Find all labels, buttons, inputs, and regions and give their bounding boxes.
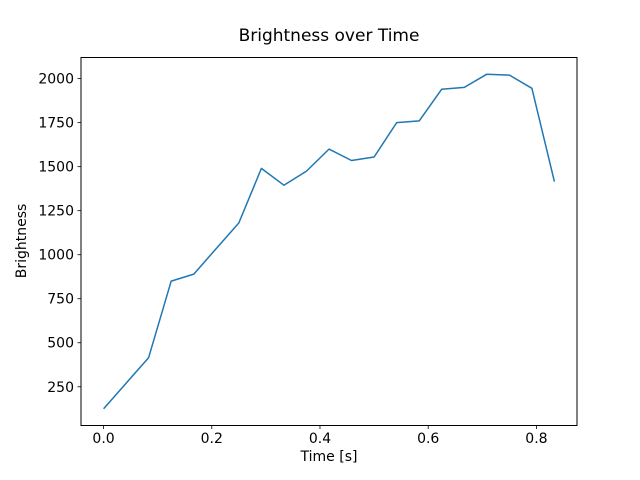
y-axis-label: Brightness bbox=[14, 203, 30, 279]
x-tick-label: 0.2 bbox=[201, 431, 223, 447]
x-tick-label: 0.4 bbox=[309, 431, 331, 447]
chart-title: Brightness over Time bbox=[238, 26, 420, 46]
y-tick-label: 1750 bbox=[38, 116, 74, 132]
x-tick-label: 0.6 bbox=[417, 431, 439, 447]
y-tick-label: 750 bbox=[47, 292, 74, 308]
y-tick-label: 2000 bbox=[38, 72, 74, 88]
y-tick-label: 250 bbox=[47, 380, 74, 396]
y-tick-label: 1000 bbox=[38, 248, 74, 264]
x-axis-label: Time [s] bbox=[300, 449, 358, 465]
y-tick-label: 1500 bbox=[38, 160, 74, 176]
y-tick-label: 500 bbox=[47, 336, 74, 352]
axes-frame bbox=[80, 57, 578, 426]
data-line bbox=[103, 73, 556, 410]
y-tick-label: 1250 bbox=[38, 204, 74, 220]
x-tick-label: 0.0 bbox=[92, 431, 114, 447]
x-tick-label: 0.8 bbox=[525, 431, 547, 447]
